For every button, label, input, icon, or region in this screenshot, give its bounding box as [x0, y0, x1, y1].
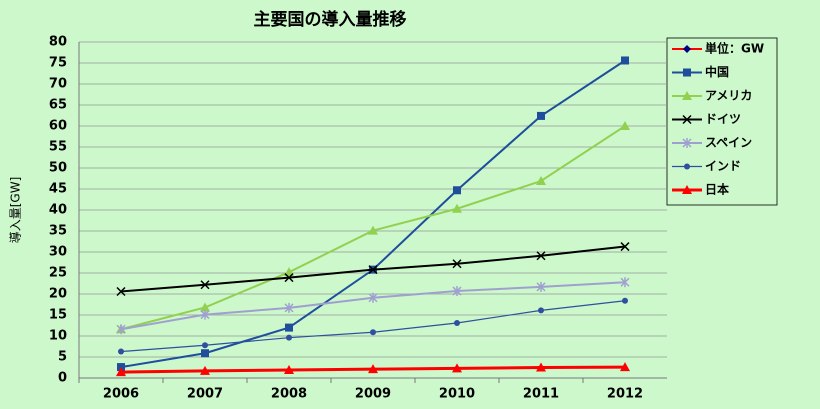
y-tick-label: 30	[49, 245, 67, 260]
series-line	[120, 59, 626, 369]
chart-title: 主要国の導入量推移	[254, 9, 407, 30]
y-tick-label: 60	[49, 119, 67, 134]
x-tick-label: 2010	[439, 387, 475, 402]
legend-label: 中国	[705, 64, 729, 79]
y-tick-label: 40	[49, 203, 67, 218]
point	[536, 362, 546, 372]
x-tick-label: 2011	[523, 387, 559, 402]
x-tick-label: 2006	[103, 387, 139, 402]
point	[284, 365, 294, 375]
legend-marker	[684, 163, 690, 170]
legend-marker	[682, 114, 692, 125]
point	[116, 286, 126, 297]
point	[452, 286, 462, 297]
y-axis-label: 導入量[GW]	[9, 177, 23, 244]
point	[286, 334, 292, 341]
point	[368, 265, 378, 275]
y-tick-label: 10	[49, 329, 67, 344]
point	[368, 364, 378, 374]
x-tick-label: 2009	[355, 387, 391, 402]
legend-marker	[683, 45, 691, 53]
point	[200, 280, 210, 290]
point	[620, 242, 630, 252]
point	[201, 349, 209, 358]
series-line	[120, 300, 626, 353]
legend-label: 単位：GW	[705, 41, 764, 56]
point	[284, 302, 294, 313]
point	[200, 309, 210, 320]
point	[118, 348, 124, 355]
point	[202, 342, 208, 349]
x-tick-label: 2012	[607, 387, 643, 402]
x-tick-label: 2008	[271, 387, 307, 402]
point	[452, 203, 462, 213]
legend-label: スペイン	[705, 136, 752, 150]
point	[116, 367, 126, 377]
point	[620, 121, 630, 130]
point	[370, 329, 376, 336]
x-tick-label: 2007	[187, 387, 223, 402]
legend-label: ドイツ	[705, 112, 741, 126]
point	[536, 176, 546, 186]
point	[116, 324, 126, 335]
point	[284, 273, 294, 283]
point	[536, 281, 546, 292]
legend-marker	[683, 68, 691, 77]
y-tick-label: 80	[49, 35, 67, 50]
y-tick-label: 50	[49, 161, 67, 176]
point	[536, 251, 546, 261]
y-tick-label: 15	[49, 308, 67, 323]
point	[621, 56, 629, 65]
point	[538, 307, 544, 314]
legend-label: 日本	[705, 182, 729, 197]
y-tick-label: 45	[49, 182, 67, 197]
point	[620, 277, 630, 288]
point	[117, 363, 125, 372]
series-line	[120, 281, 626, 331]
y-tick-label: 20	[49, 287, 67, 302]
point	[454, 319, 460, 326]
legend-label: インド	[705, 159, 741, 173]
y-tick-label: 25	[49, 266, 67, 281]
legend-label: アメリカ	[705, 89, 752, 103]
y-tick-label: 65	[49, 98, 67, 113]
point	[368, 225, 378, 235]
point	[200, 365, 210, 375]
point	[284, 267, 294, 277]
y-tick-label: 70	[49, 77, 67, 92]
point	[537, 111, 545, 120]
y-tick-label: 35	[49, 224, 67, 239]
y-tick-label: 55	[49, 140, 67, 155]
point	[453, 186, 461, 195]
legend-marker	[682, 91, 692, 100]
point	[200, 302, 210, 312]
point	[452, 259, 462, 269]
y-tick-label: 0	[58, 371, 67, 386]
legend-marker	[682, 138, 692, 148]
y-tick-label: 75	[49, 56, 67, 71]
y-tick-label: 5	[58, 350, 67, 365]
point	[285, 323, 293, 332]
legend-marker	[682, 185, 692, 194]
point	[620, 362, 630, 372]
point	[368, 292, 378, 303]
point	[622, 297, 628, 304]
point	[452, 363, 462, 373]
